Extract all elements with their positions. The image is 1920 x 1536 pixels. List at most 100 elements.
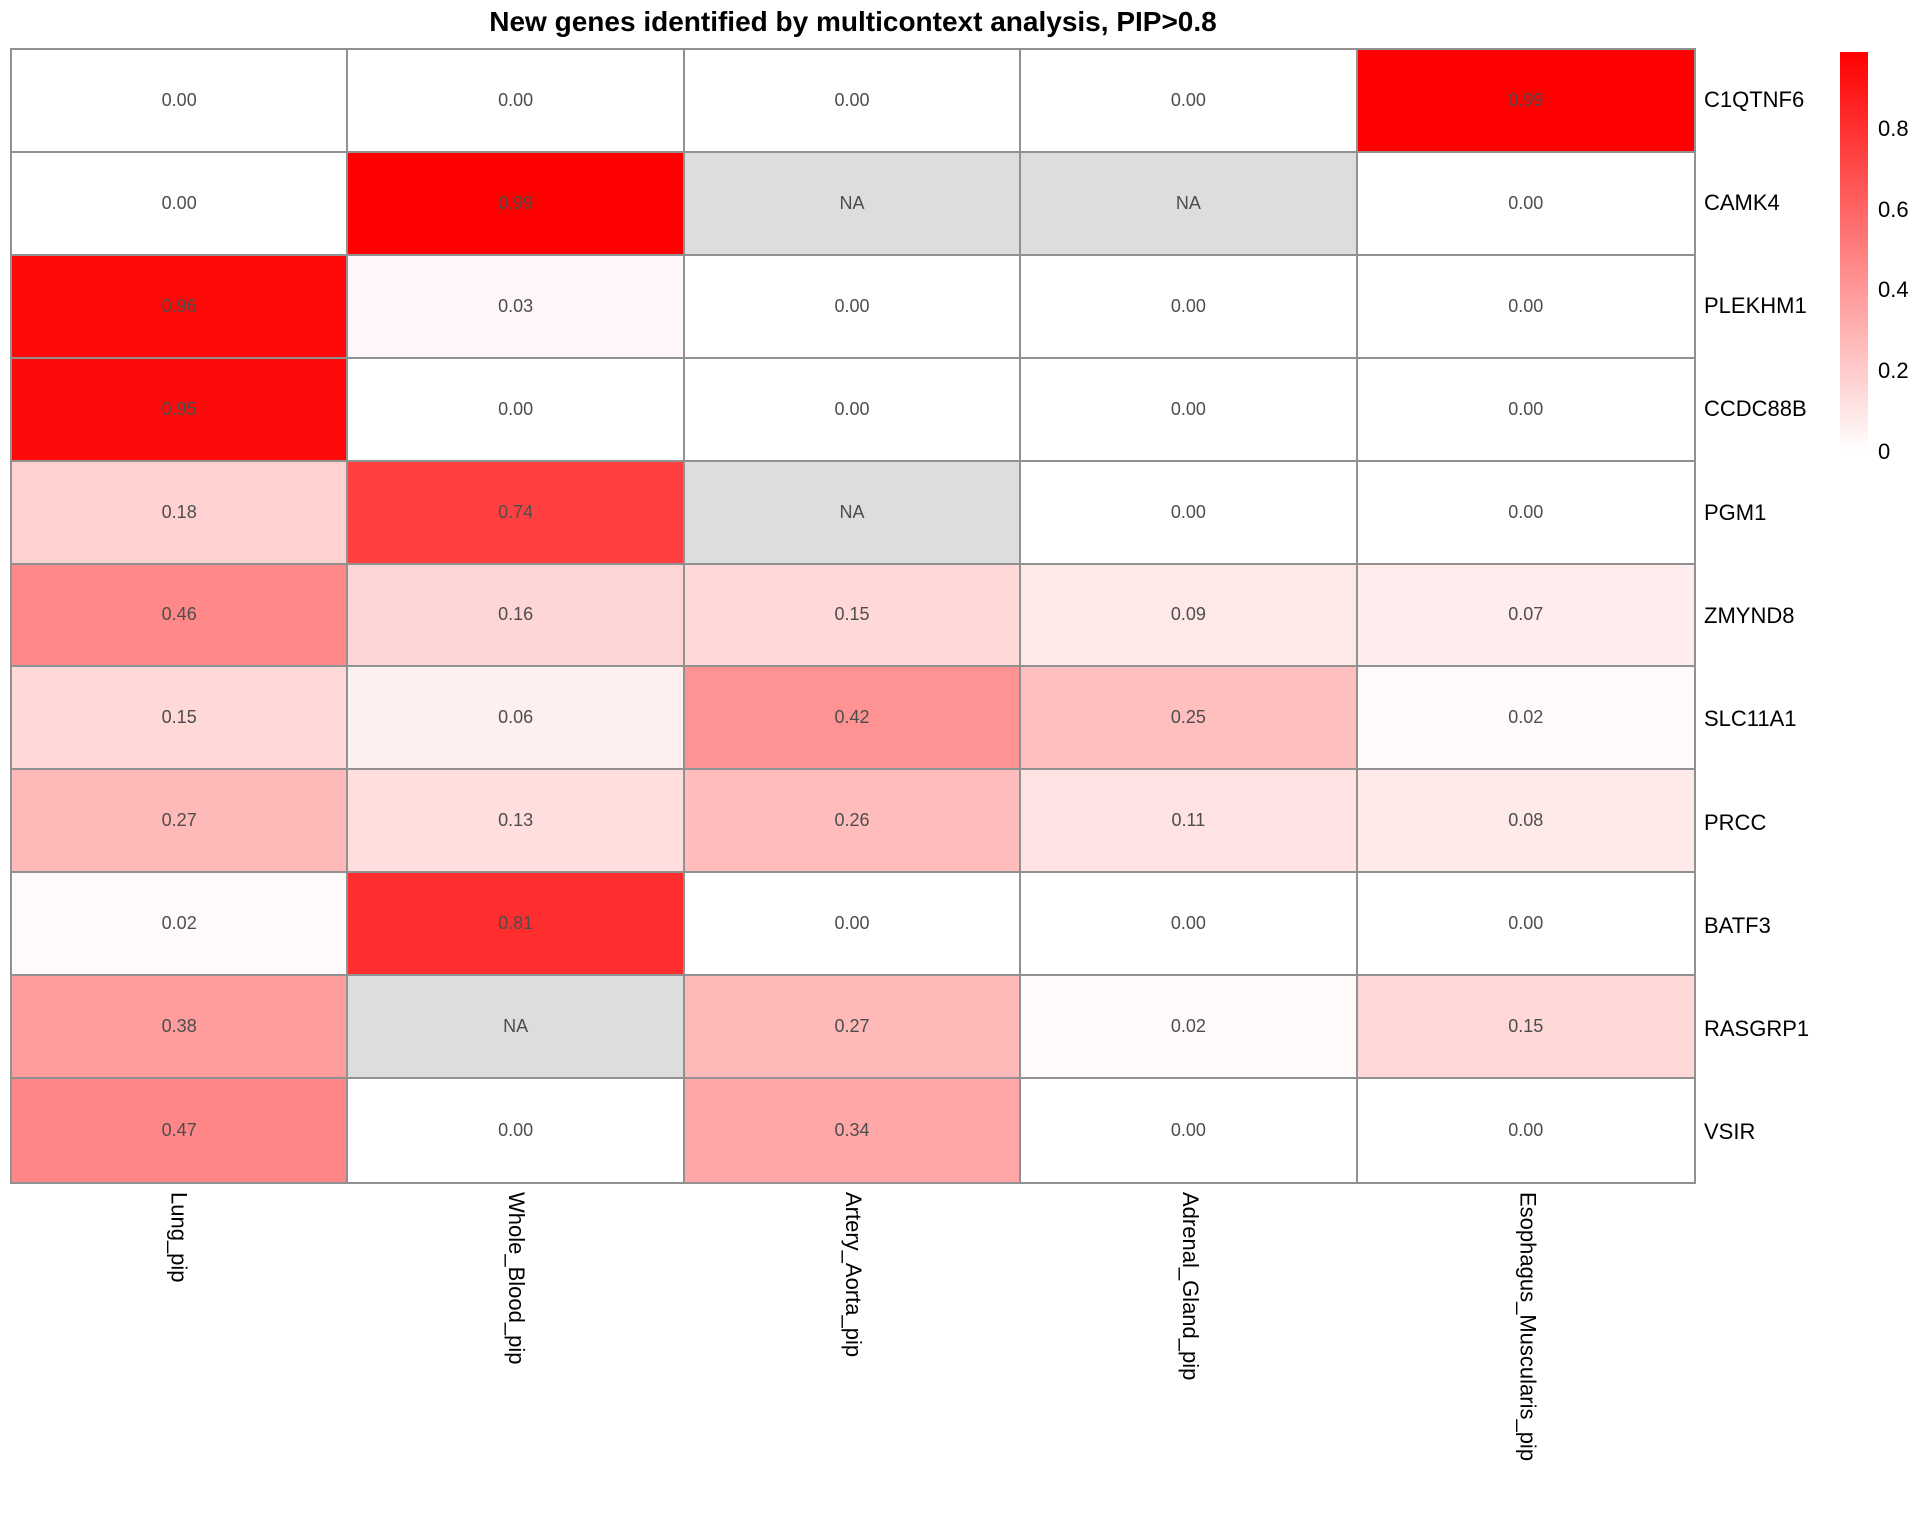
heatmap-cell: 0.00 <box>1357 1079 1694 1182</box>
cell-value: 0.00 <box>1170 89 1206 110</box>
heatmap-cell: 0.99 <box>1357 50 1694 153</box>
heatmap-cell: 0.00 <box>1357 358 1694 462</box>
cell-value: 0.38 <box>161 1016 197 1037</box>
cell-value: 0.03 <box>498 295 534 316</box>
cell-value: 0.00 <box>1170 913 1206 934</box>
heatmap-cell: 0.00 <box>1021 358 1358 462</box>
cell-value: 0.00 <box>498 89 534 110</box>
heatmap-cell: 0.07 <box>1357 564 1694 668</box>
chart-title: New genes identified by multicontext ana… <box>489 6 1217 37</box>
heatmap-cell: 0.26 <box>684 770 1022 874</box>
heatmap-cell: 0.00 <box>12 152 349 256</box>
colorbar-tick-label: 0.6 <box>1878 196 1909 222</box>
heatmap-cell: NA <box>684 152 1022 256</box>
cell-value: 0.11 <box>1171 810 1206 831</box>
heatmap-cell: 0.00 <box>348 1079 685 1182</box>
cell-value: 0.02 <box>1170 1016 1206 1037</box>
heatmap-cell: 0.18 <box>12 461 349 565</box>
heatmap-cell: 0.16 <box>348 564 685 668</box>
cell-value: 0.42 <box>834 707 870 728</box>
cell-value: 0.00 <box>1170 398 1206 419</box>
column-label: Artery_Aorta_pip <box>841 1192 866 1358</box>
cell-value: 0.00 <box>161 192 197 213</box>
heatmap-cell: 0.00 <box>1357 255 1694 359</box>
cell-value: 0.00 <box>498 1120 534 1141</box>
cell-value: 0.00 <box>1508 295 1544 316</box>
heatmap-cell: 0.74 <box>348 461 685 565</box>
heatmap-cell: 0.00 <box>1021 873 1358 977</box>
heatmap-cell: 0.00 <box>348 358 685 462</box>
heatmap-cell: 0.34 <box>684 1079 1022 1182</box>
heatmap-cell: 0.02 <box>1357 667 1694 771</box>
cell-value: 0.81 <box>498 913 534 934</box>
heatmap-cell: 0.00 <box>684 255 1022 359</box>
cell-value: 0.00 <box>834 398 870 419</box>
heatmap-cell: 0.27 <box>684 976 1022 1080</box>
cell-value: 0.13 <box>498 810 534 831</box>
cell-value: 0.00 <box>1508 501 1544 522</box>
heatmap-cell: 0.38 <box>12 976 349 1080</box>
row-label: C1QTNF6 <box>1704 86 1805 112</box>
cell-value: 0.00 <box>1508 913 1544 934</box>
cell-value: 0.95 <box>161 398 197 419</box>
heatmap-cell: 0.25 <box>1021 667 1358 771</box>
colorbar-tick-label: 0.4 <box>1878 277 1909 303</box>
row-label: BATF3 <box>1704 912 1771 938</box>
colorbar-tick-label: 0.8 <box>1878 115 1909 141</box>
cell-value: 0.46 <box>161 604 197 625</box>
heatmap-cell: 0.95 <box>12 358 349 462</box>
heatmap-cell: 0.47 <box>12 1079 349 1182</box>
heatmap-cell: 0.00 <box>1357 152 1694 256</box>
heatmap-cell: 0.06 <box>348 667 685 771</box>
cell-value: 0.47 <box>161 1120 197 1141</box>
cell-value: 0.27 <box>161 810 197 831</box>
cell-value: NA <box>839 192 865 213</box>
heatmap-cell: 0.15 <box>12 667 349 771</box>
heatmap-cell: 0.00 <box>684 50 1022 153</box>
heatmap-cell: 0.02 <box>12 873 349 977</box>
heatmap-cell: 0.15 <box>684 564 1022 668</box>
cell-value: NA <box>1175 192 1201 213</box>
heatmap-cell: 0.00 <box>1021 50 1358 153</box>
colorbar-tick-label: 0.2 <box>1878 358 1909 384</box>
cell-value: 0.18 <box>161 501 197 522</box>
heatmap-cell: 0.99 <box>348 152 685 256</box>
cell-value: 0.99 <box>498 192 534 213</box>
cell-value: 0.00 <box>1170 295 1206 316</box>
cell-value: 0.99 <box>1508 89 1544 110</box>
heatmap-cell: 0.03 <box>348 255 685 359</box>
cell-value: 0.00 <box>1508 192 1544 213</box>
heatmap-cell: 0.27 <box>12 770 349 874</box>
cell-value: 0.15 <box>834 604 870 625</box>
cell-value: 0.09 <box>1170 604 1206 625</box>
heatmap-cell: NA <box>1021 152 1358 256</box>
heatmap-cell: 0.00 <box>1021 461 1358 565</box>
cell-value: 0.02 <box>1508 707 1544 728</box>
cell-value: 0.15 <box>161 707 197 728</box>
heatmap-cell: 0.00 <box>1357 461 1694 565</box>
cell-value: NA <box>503 1016 529 1037</box>
row-label: SLC11A1 <box>1704 706 1797 732</box>
heatmap-cell: 0.00 <box>1021 1079 1358 1182</box>
heatmap-cell: 0.96 <box>12 255 349 359</box>
cell-value: 0.00 <box>1508 1120 1544 1141</box>
heatmap-cell: 0.00 <box>1357 873 1694 977</box>
row-label: PLEKHM1 <box>1704 293 1807 319</box>
column-label: Esophagus_Muscularis_pip <box>1515 1192 1541 1462</box>
cell-value: 0.02 <box>161 913 197 934</box>
column-label: Whole_Blood_pip <box>503 1192 529 1365</box>
heatmap-cell: NA <box>684 461 1022 565</box>
cell-value: 0.34 <box>834 1120 870 1141</box>
heatmap-cell: 0.42 <box>684 667 1022 771</box>
heatmap-cell: 0.08 <box>1357 770 1694 874</box>
row-label: CAMK4 <box>1704 189 1780 215</box>
column-label: Lung_pip <box>166 1192 192 1283</box>
cell-value: 0.15 <box>1508 1016 1544 1037</box>
cell-value: 0.74 <box>498 501 534 522</box>
cell-value: 0.00 <box>834 295 870 316</box>
cell-value: 0.08 <box>1508 810 1544 831</box>
cell-value: 0.16 <box>498 604 534 625</box>
cell-value: 0.00 <box>161 89 197 110</box>
row-label: CCDC88B <box>1704 396 1807 422</box>
heatmap-cell: 0.15 <box>1357 976 1694 1080</box>
